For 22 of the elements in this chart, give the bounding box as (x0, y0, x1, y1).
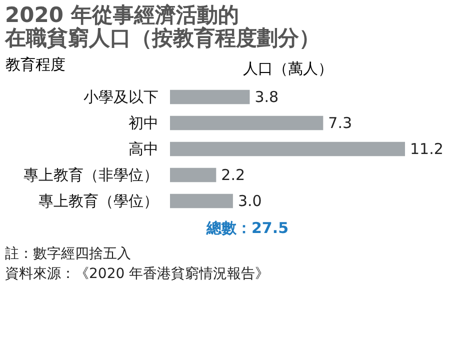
y-tick-label: 專上教育（學位） (38, 192, 158, 210)
data-label: 7.3 (328, 114, 352, 132)
source-note: 資料來源：《2020 年香港貧窮情況報告》 (5, 266, 270, 282)
text: 2020 年從事經濟活動的 (5, 3, 239, 27)
data-label: 2.2 (221, 166, 246, 184)
text: 總數：27.5 (205, 219, 289, 237)
bar (170, 194, 233, 208)
text: 註：數字經四捨五入 (5, 246, 131, 262)
y-tick-label: 高中 (128, 140, 158, 158)
x-axis-title: 人口（萬人） (243, 60, 333, 78)
y-tick-label: 初中 (128, 114, 158, 132)
bar (170, 90, 250, 104)
data-label: 3.8 (254, 88, 279, 106)
bar (170, 142, 405, 156)
data-label: 11.2 (410, 140, 444, 158)
data-label: 3.0 (238, 192, 262, 210)
bar (170, 116, 324, 130)
y-tick-label: 專上教育（非學位） (24, 166, 158, 184)
y-tick-label: 小學及以下 (84, 88, 158, 106)
bar (170, 168, 216, 182)
text: 在職貧窮人口（按教育程度劃分） (5, 26, 320, 50)
y-axis-title: 教育程度 (6, 56, 66, 74)
